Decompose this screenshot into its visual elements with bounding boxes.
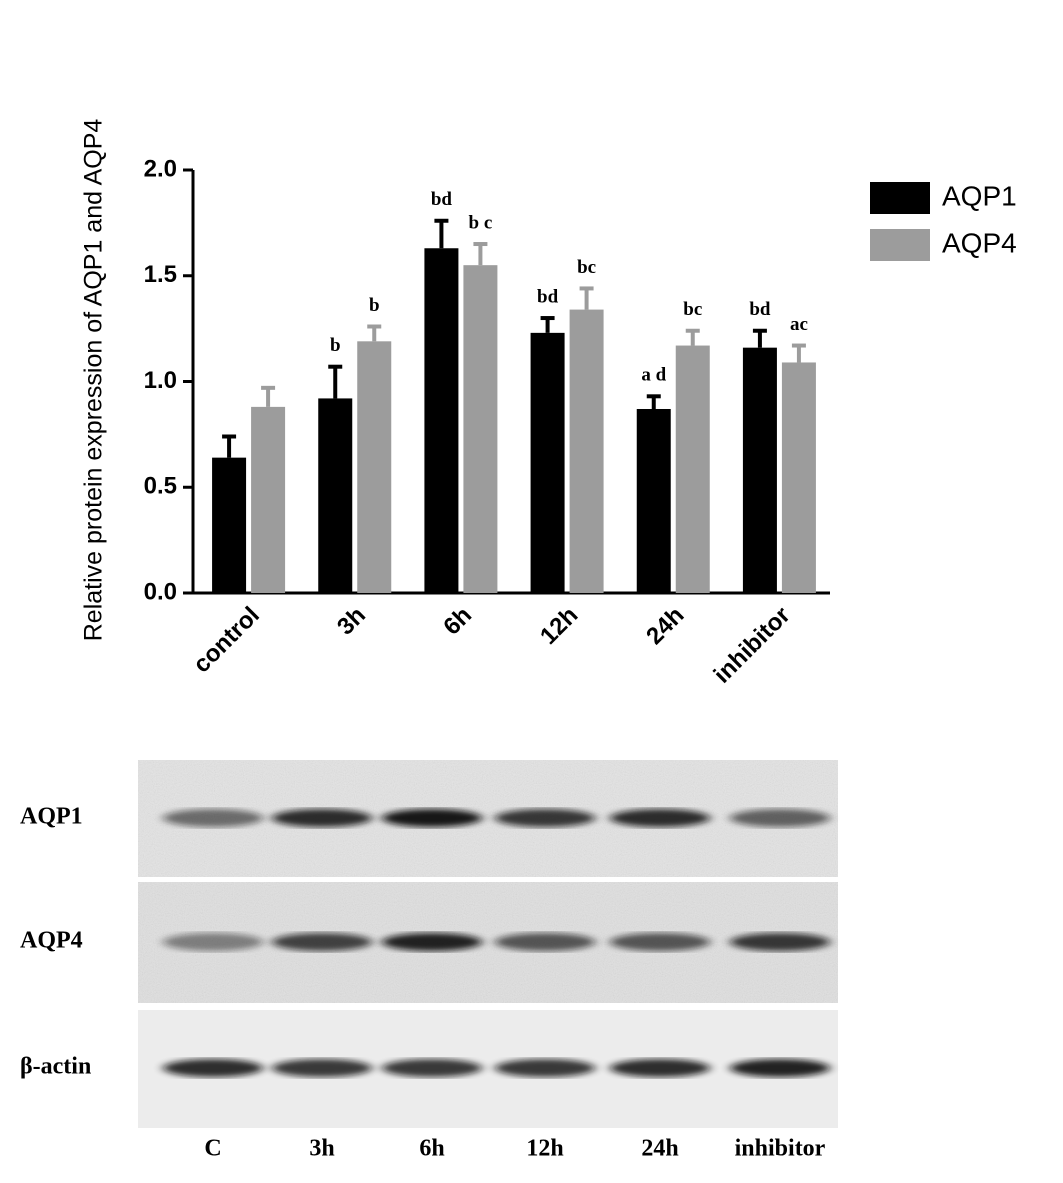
blot-band <box>272 933 372 951</box>
blot-band <box>382 1059 482 1077</box>
bar <box>675 345 710 593</box>
legend-label: AQP4 <box>942 227 1017 258</box>
y-tick-label: 1.0 <box>144 367 177 394</box>
blot-band <box>163 809 263 827</box>
x-tick-label: 24h <box>641 602 689 650</box>
significance-label: b c <box>469 212 493 233</box>
y-tick-label: 1.5 <box>144 261 177 288</box>
blot-band <box>163 933 263 951</box>
bar <box>424 248 459 593</box>
x-tick-label: inhibitor <box>709 602 796 689</box>
blot-lane-label: 3h <box>309 1136 334 1162</box>
blot-lane-label: inhibitor <box>735 1136 826 1162</box>
x-tick-label: 6h <box>438 602 477 641</box>
blot-band <box>610 809 710 827</box>
significance-label: bd <box>431 189 453 210</box>
significance-label: bc <box>577 257 596 278</box>
blot-band <box>163 1059 263 1077</box>
significance-label: b <box>330 335 341 356</box>
significance-label: bd <box>749 299 771 320</box>
bar <box>357 341 392 593</box>
significance-label: a d <box>641 365 666 386</box>
blot-band <box>610 1059 710 1077</box>
legend-swatch <box>870 229 930 261</box>
blot-band <box>495 809 595 827</box>
blot-row-label: AQP1 <box>20 804 83 830</box>
significance-label: bd <box>537 286 559 307</box>
bar <box>318 398 353 593</box>
blot-band <box>495 933 595 951</box>
blot-band <box>730 809 830 827</box>
blot-band <box>730 1059 830 1077</box>
bar <box>742 347 777 593</box>
y-tick-label: 2.0 <box>144 155 177 182</box>
blot-band <box>272 809 372 827</box>
blot-band <box>495 1059 595 1077</box>
blot-band <box>382 809 482 827</box>
legend-swatch <box>870 182 930 214</box>
significance-label: bc <box>683 299 702 320</box>
bar <box>212 457 247 593</box>
bar <box>463 265 498 593</box>
blot-row-label: AQP4 <box>20 928 83 954</box>
y-tick-label: 0.5 <box>144 473 177 500</box>
significance-label: ac <box>790 314 808 335</box>
blot-lane-label: 12h <box>526 1136 563 1162</box>
blot-lane-label: 24h <box>641 1136 678 1162</box>
x-tick-label: control <box>188 602 265 679</box>
bar <box>636 408 671 593</box>
blot-lane-label: 6h <box>419 1136 444 1162</box>
bar <box>569 309 604 593</box>
legend-label: AQP1 <box>942 180 1017 211</box>
y-tick-label: 0.0 <box>144 578 177 605</box>
blot-band <box>610 933 710 951</box>
bar <box>251 406 286 593</box>
x-tick-label: 12h <box>535 602 583 650</box>
y-axis-label: Relative protein expression of AQP1 and … <box>80 119 108 642</box>
significance-label: b <box>369 295 380 316</box>
bar <box>781 362 816 593</box>
blot-band <box>272 1059 372 1077</box>
blot-row-label: β-actin <box>20 1054 91 1080</box>
blot-band <box>382 933 482 951</box>
bar <box>530 332 565 593</box>
blot-lane-label: C <box>204 1136 221 1162</box>
x-tick-label: 3h <box>332 602 371 641</box>
blot-band <box>730 933 830 951</box>
